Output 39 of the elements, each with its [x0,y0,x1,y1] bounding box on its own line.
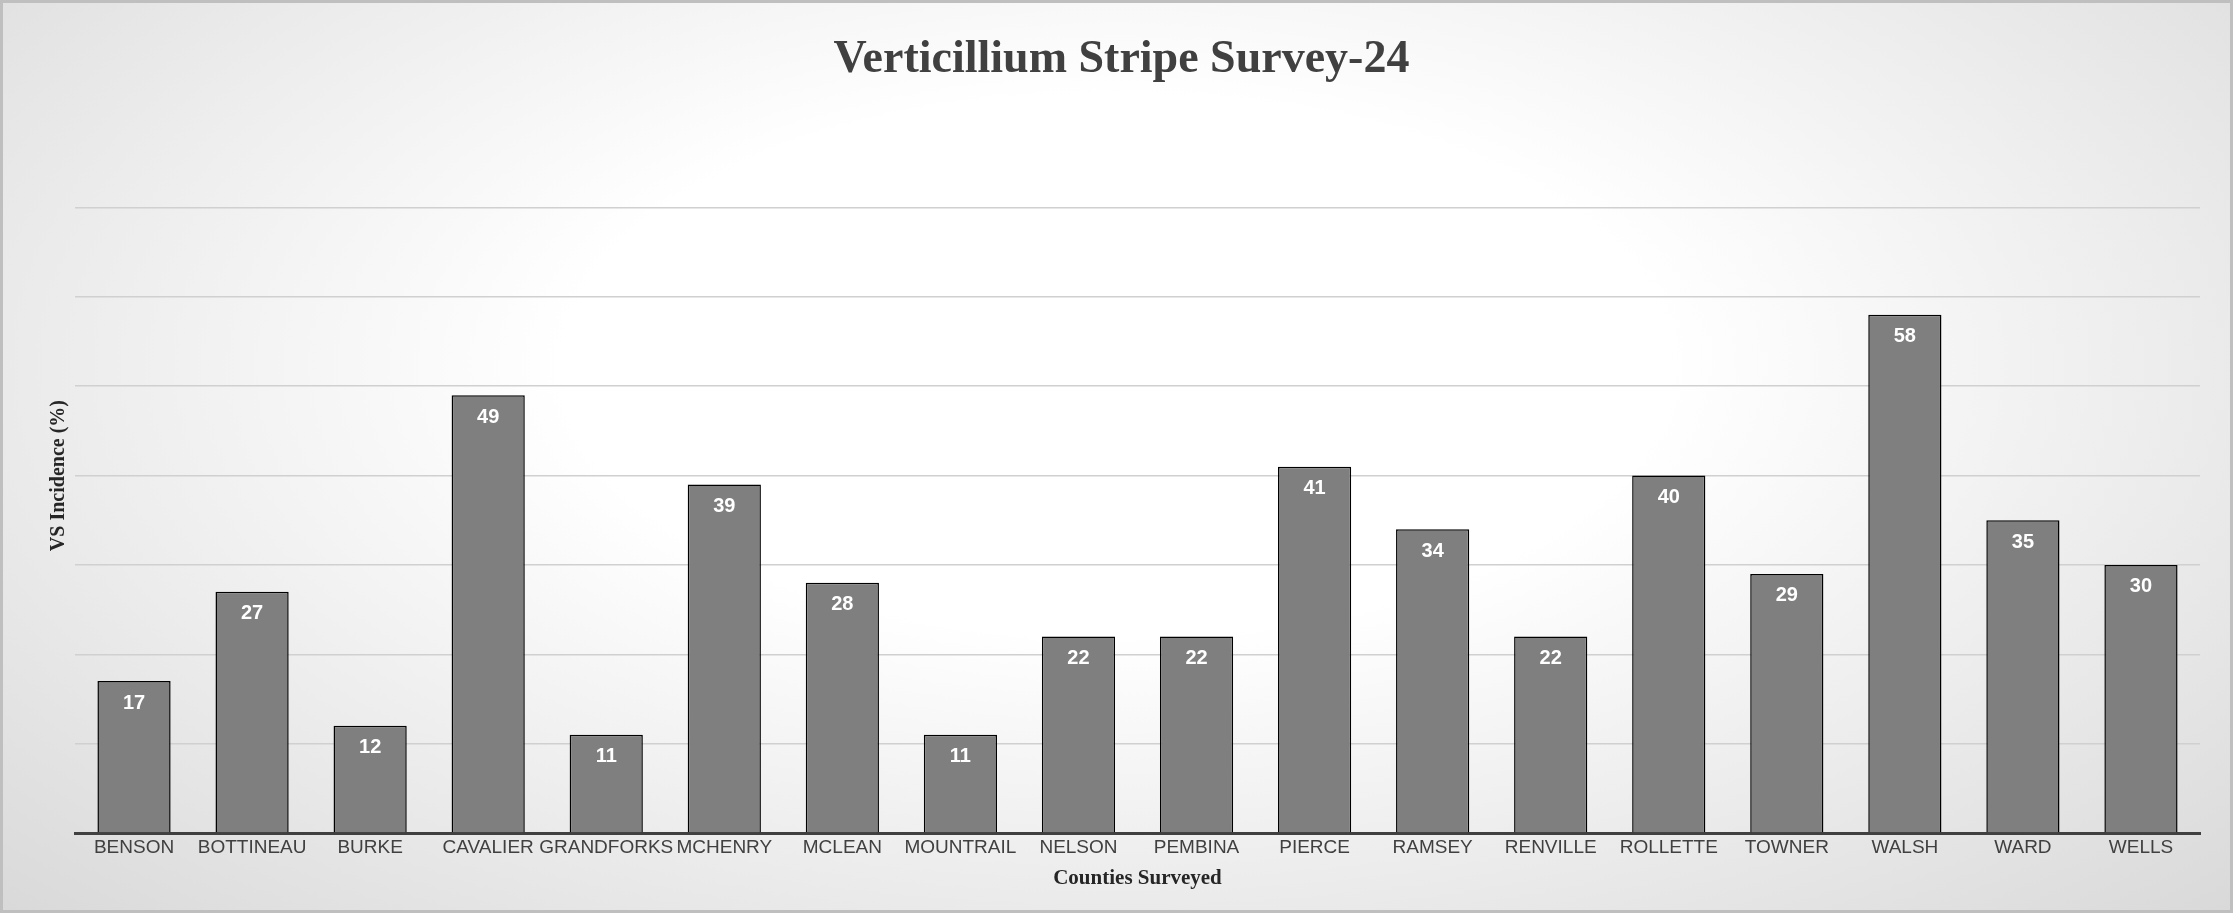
data-label: 41 [1303,476,1326,499]
x-tick-label: PEMBINA [1153,835,1240,857]
data-label: 49 [477,404,500,427]
x-tick-label: RAMSEY [1392,835,1474,857]
data-label: 11 [595,744,617,767]
y-axis-title: VS Incidence (%) [46,400,70,552]
x-tick-label: NELSON [1039,835,1118,857]
x-tick-label: GRANDFORKS [539,835,674,857]
data-label: 22 [1067,645,1090,668]
data-label: 35 [2011,529,2035,552]
data-label: 29 [1775,583,1798,606]
x-tick-label: WARD [1994,835,2052,857]
x-tick-label: MCLEAN [802,835,882,857]
x-tick-label: RENVILLE [1504,835,1597,857]
chart-title: Verticillium Stripe Survey-24 [833,31,1410,83]
data-label: 11 [949,744,971,767]
x-tick-label: TOWNER [1744,835,1829,857]
x-tick-label: ROLLETTE [1619,835,1718,857]
x-tick-label: MOUNTRAIL [904,835,1017,857]
data-label: 12 [359,735,382,758]
x-tick-label: PIERCE [1279,835,1350,857]
x-tick-label: BURKE [337,835,403,857]
x-axis-title: Counties Surveyed [1053,864,1223,889]
data-label: 22 [1539,645,1562,668]
x-tick-label: CAVALIER [442,835,534,857]
data-label: 17 [122,690,146,713]
x-tick-label: MCHENRY [676,835,773,857]
x-tick-label: BOTTINEAU [197,835,307,857]
x-tick-label: BENSON [93,835,175,857]
data-label: 39 [713,494,736,517]
data-label: 22 [1185,645,1208,668]
x-tick-label: WELLS [2108,835,2174,857]
x-tick-label: WALSH [1871,835,1939,857]
data-label: 30 [2129,574,2153,597]
data-label: 58 [1893,324,1916,347]
data-label: 28 [831,592,854,615]
data-label: 40 [1657,485,1680,508]
data-label: 34 [1421,538,1445,561]
data-label: 27 [240,601,264,624]
